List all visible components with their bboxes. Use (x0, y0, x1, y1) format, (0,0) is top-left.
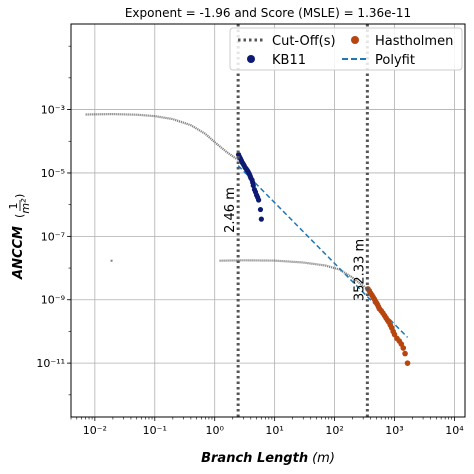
y-tick-label: 10⁻⁷ (41, 230, 65, 243)
chart-title: Exponent = -1.96 and Score (MSLE) = 1.36… (125, 6, 411, 20)
x-tick-label: 10³ (385, 424, 403, 437)
cutoff-lines: 2.46 m 352.33 m (223, 24, 369, 417)
x-tick-label: 10⁰ (206, 424, 225, 437)
x-tick-label: 10⁻¹ (143, 424, 167, 437)
kb11-point (256, 197, 262, 203)
grey-curve-hastholmen-full (219, 259, 368, 290)
legend-kb11-label: KB11 (272, 53, 306, 68)
x-tick-label: 10⁻² (83, 424, 107, 437)
cutoff-label: 352.33 m (352, 239, 367, 301)
legend-hastholmen-label: Hastholmen (375, 34, 453, 49)
y-axis-label-paren-open: ( (13, 214, 26, 218)
x-axis-label-unit: (m) (312, 451, 335, 466)
legend: Cut-Off(s) KB11 Hastholmen Polyfit (229, 27, 463, 71)
kb11-point (258, 216, 264, 222)
hastholmen-point (402, 350, 408, 357)
x-tick-label: 10¹ (265, 424, 283, 437)
y-axis-label-text: ANCCM (11, 226, 26, 280)
hastholmen-point (404, 360, 411, 366)
y-axis-label-unit-den: m² (19, 198, 32, 214)
y-tick-label: 10⁻¹¹ (36, 357, 65, 370)
data-layer (85, 112, 411, 366)
y-axis-label-unit-num: 1 (7, 203, 20, 210)
legend-box (229, 27, 463, 71)
legend-polyfit-label: Polyfit (375, 53, 415, 68)
legend-kb11-swatch (247, 55, 255, 63)
x-axis: 10⁻² 10⁻¹ 10⁰ 10¹ 10² 10³ 10⁴ (70, 417, 464, 437)
grey-curve-kb11-full (85, 112, 240, 161)
y-tick-label: 10⁻³ (41, 104, 65, 117)
x-axis-label-text: Branch Length (201, 451, 308, 466)
y-axis-label: ANCCM ( 1 m² ) (7, 194, 32, 280)
cutoff-label: 2.46 m (223, 187, 238, 233)
hastholmen-point (400, 345, 407, 351)
kb11-point (257, 206, 264, 213)
x-axis-label: Branch Length (m) (201, 451, 335, 466)
plot-frame (70, 23, 466, 418)
y-axis: 10⁻¹¹ 10⁻⁹ 10⁻⁷ 10⁻⁵ 10⁻³ (36, 45, 71, 396)
legend-cutoff-label: Cut-Off(s) (272, 34, 336, 49)
grey-outlier-point (110, 259, 113, 262)
y-tick-label: 10⁻⁵ (41, 167, 65, 180)
kb11-point (250, 182, 256, 189)
y-axis-label-paren-close: ) (13, 194, 26, 198)
x-tick-label: 10² (325, 424, 343, 437)
x-tick-label: 10⁴ (445, 424, 464, 437)
grid (71, 24, 465, 417)
y-tick-label: 10⁻⁹ (41, 294, 65, 307)
legend-hastholmen-swatch (351, 36, 359, 44)
